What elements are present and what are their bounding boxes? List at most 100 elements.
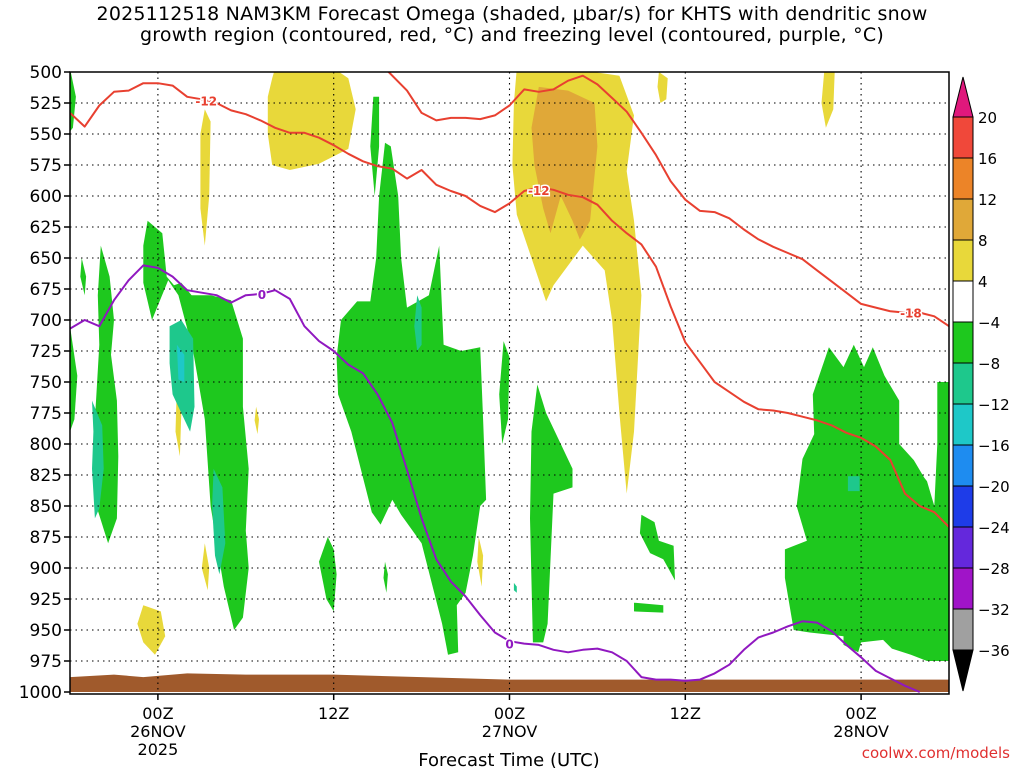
shade-up-4-8-h (254, 406, 259, 435)
y-tick-label-800: 800 (30, 435, 62, 455)
colorbar-max-arrow (952, 76, 974, 118)
shade-dn-8-12-c (212, 468, 226, 575)
y-tick-label-850: 850 (30, 497, 62, 517)
colorbar-bin-8 (952, 403, 974, 446)
shade-up-4-8-c (657, 72, 668, 103)
shade-dn-8-12-d (414, 295, 422, 351)
x-tick-label-54: 00Z (845, 704, 876, 723)
shade-dn-4-8-a (70, 72, 76, 132)
colorbar-label-9: −20 (978, 478, 1010, 496)
shade-dn-4-8-j (499, 341, 510, 444)
x-tick-label-42: 12Z (670, 704, 701, 723)
y-tick-label-875: 875 (30, 528, 62, 548)
contour-minus12_lower (387, 72, 949, 328)
contour-lines (70, 72, 949, 693)
y-tick-label-750: 750 (30, 373, 62, 393)
shade-up-4-8-i (201, 543, 210, 591)
credit-link[interactable]: coolwx.com/models (861, 744, 1010, 762)
colorbar-label-8: −16 (978, 437, 1010, 455)
contour-label-4: 0 (505, 638, 513, 652)
colorbar-bin-5 (952, 280, 974, 323)
shade-dn-4-8-m (634, 602, 664, 613)
colorbar: 20 16 12 8 4 −4 −8 −12 −16 −20 −24 −28 −32 −36 (952, 76, 1010, 692)
shade-dn-8-12-f (513, 582, 517, 593)
shade-dn-4-8-i (319, 537, 337, 612)
colorbar-min-arrow (952, 649, 974, 692)
y-tick-label-900: 900 (30, 559, 62, 579)
contour-label-3: 0 (258, 288, 266, 302)
y-tick-label-625: 625 (30, 218, 62, 238)
shade-up-8-12 (531, 86, 598, 240)
shade-up-4-8-d (821, 72, 835, 128)
y-tick-label-950: 950 (30, 621, 62, 641)
x-tick-date-54: 28NOV (833, 722, 889, 741)
x-tick-label-30: 00Z (494, 704, 525, 723)
y-tick-label-975: 975 (30, 652, 62, 672)
colorbar-label-11: −28 (978, 560, 1010, 578)
title-line-1: 2025112518 NAM3KM Forecast Omega (shaded… (96, 3, 928, 25)
shade-up-4-8-j (477, 537, 484, 587)
colorbar-bin-3 (952, 198, 974, 241)
shade-dn-4-8-f (336, 142, 487, 655)
colorbar-bin-4 (952, 239, 974, 282)
colorbar-label-7: −12 (978, 396, 1010, 414)
colorbar-bin-10 (952, 485, 974, 528)
x-tick-label-18: 12Z (318, 704, 349, 723)
y-axis: 500 525 550 575 600 625 650 675 700 725 750 775 800 8… (19, 63, 70, 703)
colorbar-label-1: 16 (978, 150, 997, 168)
colorbar-label-3: 8 (978, 232, 988, 250)
x-tick-year-6: 2025 (138, 740, 179, 759)
shade-dn-4-8-k (530, 384, 573, 643)
y-tick-label-775: 775 (30, 404, 62, 424)
contour-labels: -12 -12 -18 0 0 (194, 93, 923, 653)
y-tick-label-675: 675 (30, 280, 62, 300)
shade-dn-8-12-e (847, 476, 860, 492)
shade-dn-4-8-b (70, 326, 78, 432)
y-tick-label-700: 700 (30, 311, 62, 331)
contour-label-0: -12 (195, 95, 217, 109)
shade-dn-4-8-c (80, 258, 87, 296)
title-line-2: growth region (contoured, red, °C) and f… (140, 24, 884, 46)
y-tick-label-825: 825 (30, 466, 62, 486)
colorbar-label-10: −24 (978, 519, 1010, 537)
y-tick-label-550: 550 (30, 125, 62, 145)
colorbar-bin-1 (952, 116, 974, 159)
x-tick-date-30: 27NOV (482, 722, 538, 741)
y-tick-label-650: 650 (30, 249, 62, 269)
shade-dn-8-12-a (92, 400, 104, 519)
y-tick-label-925: 925 (30, 590, 62, 610)
shade-dn-12-16-a (176, 344, 185, 382)
grid-lines (70, 72, 949, 694)
y-tick-label-525: 525 (30, 94, 62, 114)
colorbar-label-4: 4 (978, 273, 988, 291)
colorbar-bin-7 (952, 362, 974, 405)
colorbar-bin-13 (952, 608, 974, 651)
chart-title: 2025112518 NAM3KM Forecast Omega (shaded… (0, 4, 1024, 46)
shade-up-4-8-e (200, 109, 211, 246)
colorbar-label-6: −8 (978, 355, 1000, 373)
x-tick-date-6: 26NOV (130, 722, 186, 741)
colorbar-bin-11 (952, 526, 974, 569)
y-tick-label-725: 725 (30, 342, 62, 362)
shade-dn-4-8-h (383, 561, 388, 593)
y-tick-label-575: 575 (30, 156, 62, 176)
y-tick-label-600: 600 (30, 187, 62, 207)
colorbar-bin-6 (952, 321, 974, 364)
colorbar-label-13: −36 (978, 642, 1010, 660)
colorbar-label-2: 12 (978, 191, 997, 209)
colorbar-label-12: −32 (978, 601, 1010, 619)
contour-label-2: -18 (900, 307, 922, 321)
colorbar-bin-2 (952, 157, 974, 200)
colorbar-label-0: 20 (978, 109, 997, 127)
y-tick-label-1000: 1000 (19, 683, 62, 703)
contour-label-1: -12 (528, 184, 550, 198)
colorbar-bin-9 (952, 444, 974, 487)
colorbar-label-5: −4 (978, 314, 1000, 332)
shade-dn-4-8-g (370, 96, 380, 196)
contour-minus12_upper (70, 82, 949, 528)
x-axis-label: Forecast Time (UTC) (418, 750, 599, 768)
y-tick-label-500: 500 (30, 63, 62, 83)
colorbar-bin-12 (952, 567, 974, 610)
